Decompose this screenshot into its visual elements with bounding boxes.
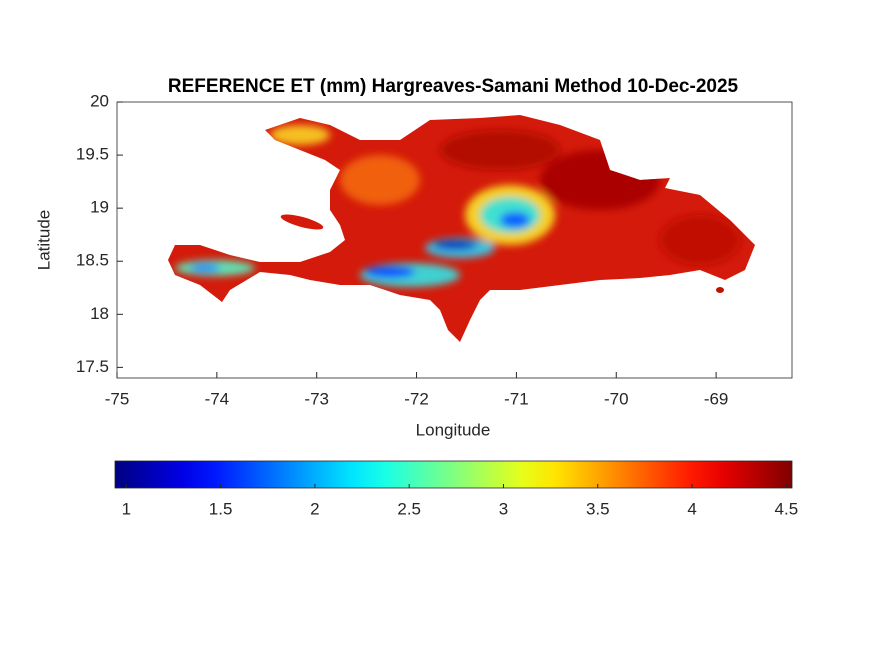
colorbar-tick-label: 2.5 — [397, 499, 421, 518]
x-tick-label: -72 — [404, 389, 429, 408]
y-axis-label: Latitude — [34, 210, 53, 271]
y-tick-label: 19 — [90, 198, 109, 217]
chart-title: REFERENCE ET (mm) Hargreaves-Samani Meth… — [168, 76, 739, 97]
x-tick-label: -69 — [704, 389, 729, 408]
colorbar-tick-label: 4.5 — [775, 499, 799, 518]
gonave-island — [280, 214, 324, 230]
y-tick-label: 19.5 — [76, 145, 109, 164]
x-tick-label: -73 — [304, 389, 329, 408]
colorbar — [114, 460, 793, 489]
y-tick-label: 20 — [90, 91, 109, 110]
colorbar-tick-label: 1.5 — [209, 499, 233, 518]
colorbar-tick-label: 3 — [499, 499, 508, 518]
y-tick-label: 17.5 — [76, 357, 109, 376]
x-tick-label: -70 — [604, 389, 629, 408]
y-tick-label: 18.5 — [76, 251, 109, 270]
colorbar-tick-label: 4 — [687, 499, 696, 518]
colorbar-tick-label: 2 — [310, 499, 319, 518]
x-axis-label: Longitude — [416, 420, 491, 439]
x-tick-label: -74 — [205, 389, 230, 408]
saona-island — [716, 287, 724, 293]
colorbar-tick-label: 3.5 — [586, 499, 610, 518]
x-tick-label: -75 — [105, 389, 130, 408]
x-tick-label: -71 — [504, 389, 529, 408]
colorbar-tick-label: 1 — [122, 499, 131, 518]
y-tick-label: 18 — [90, 304, 109, 323]
